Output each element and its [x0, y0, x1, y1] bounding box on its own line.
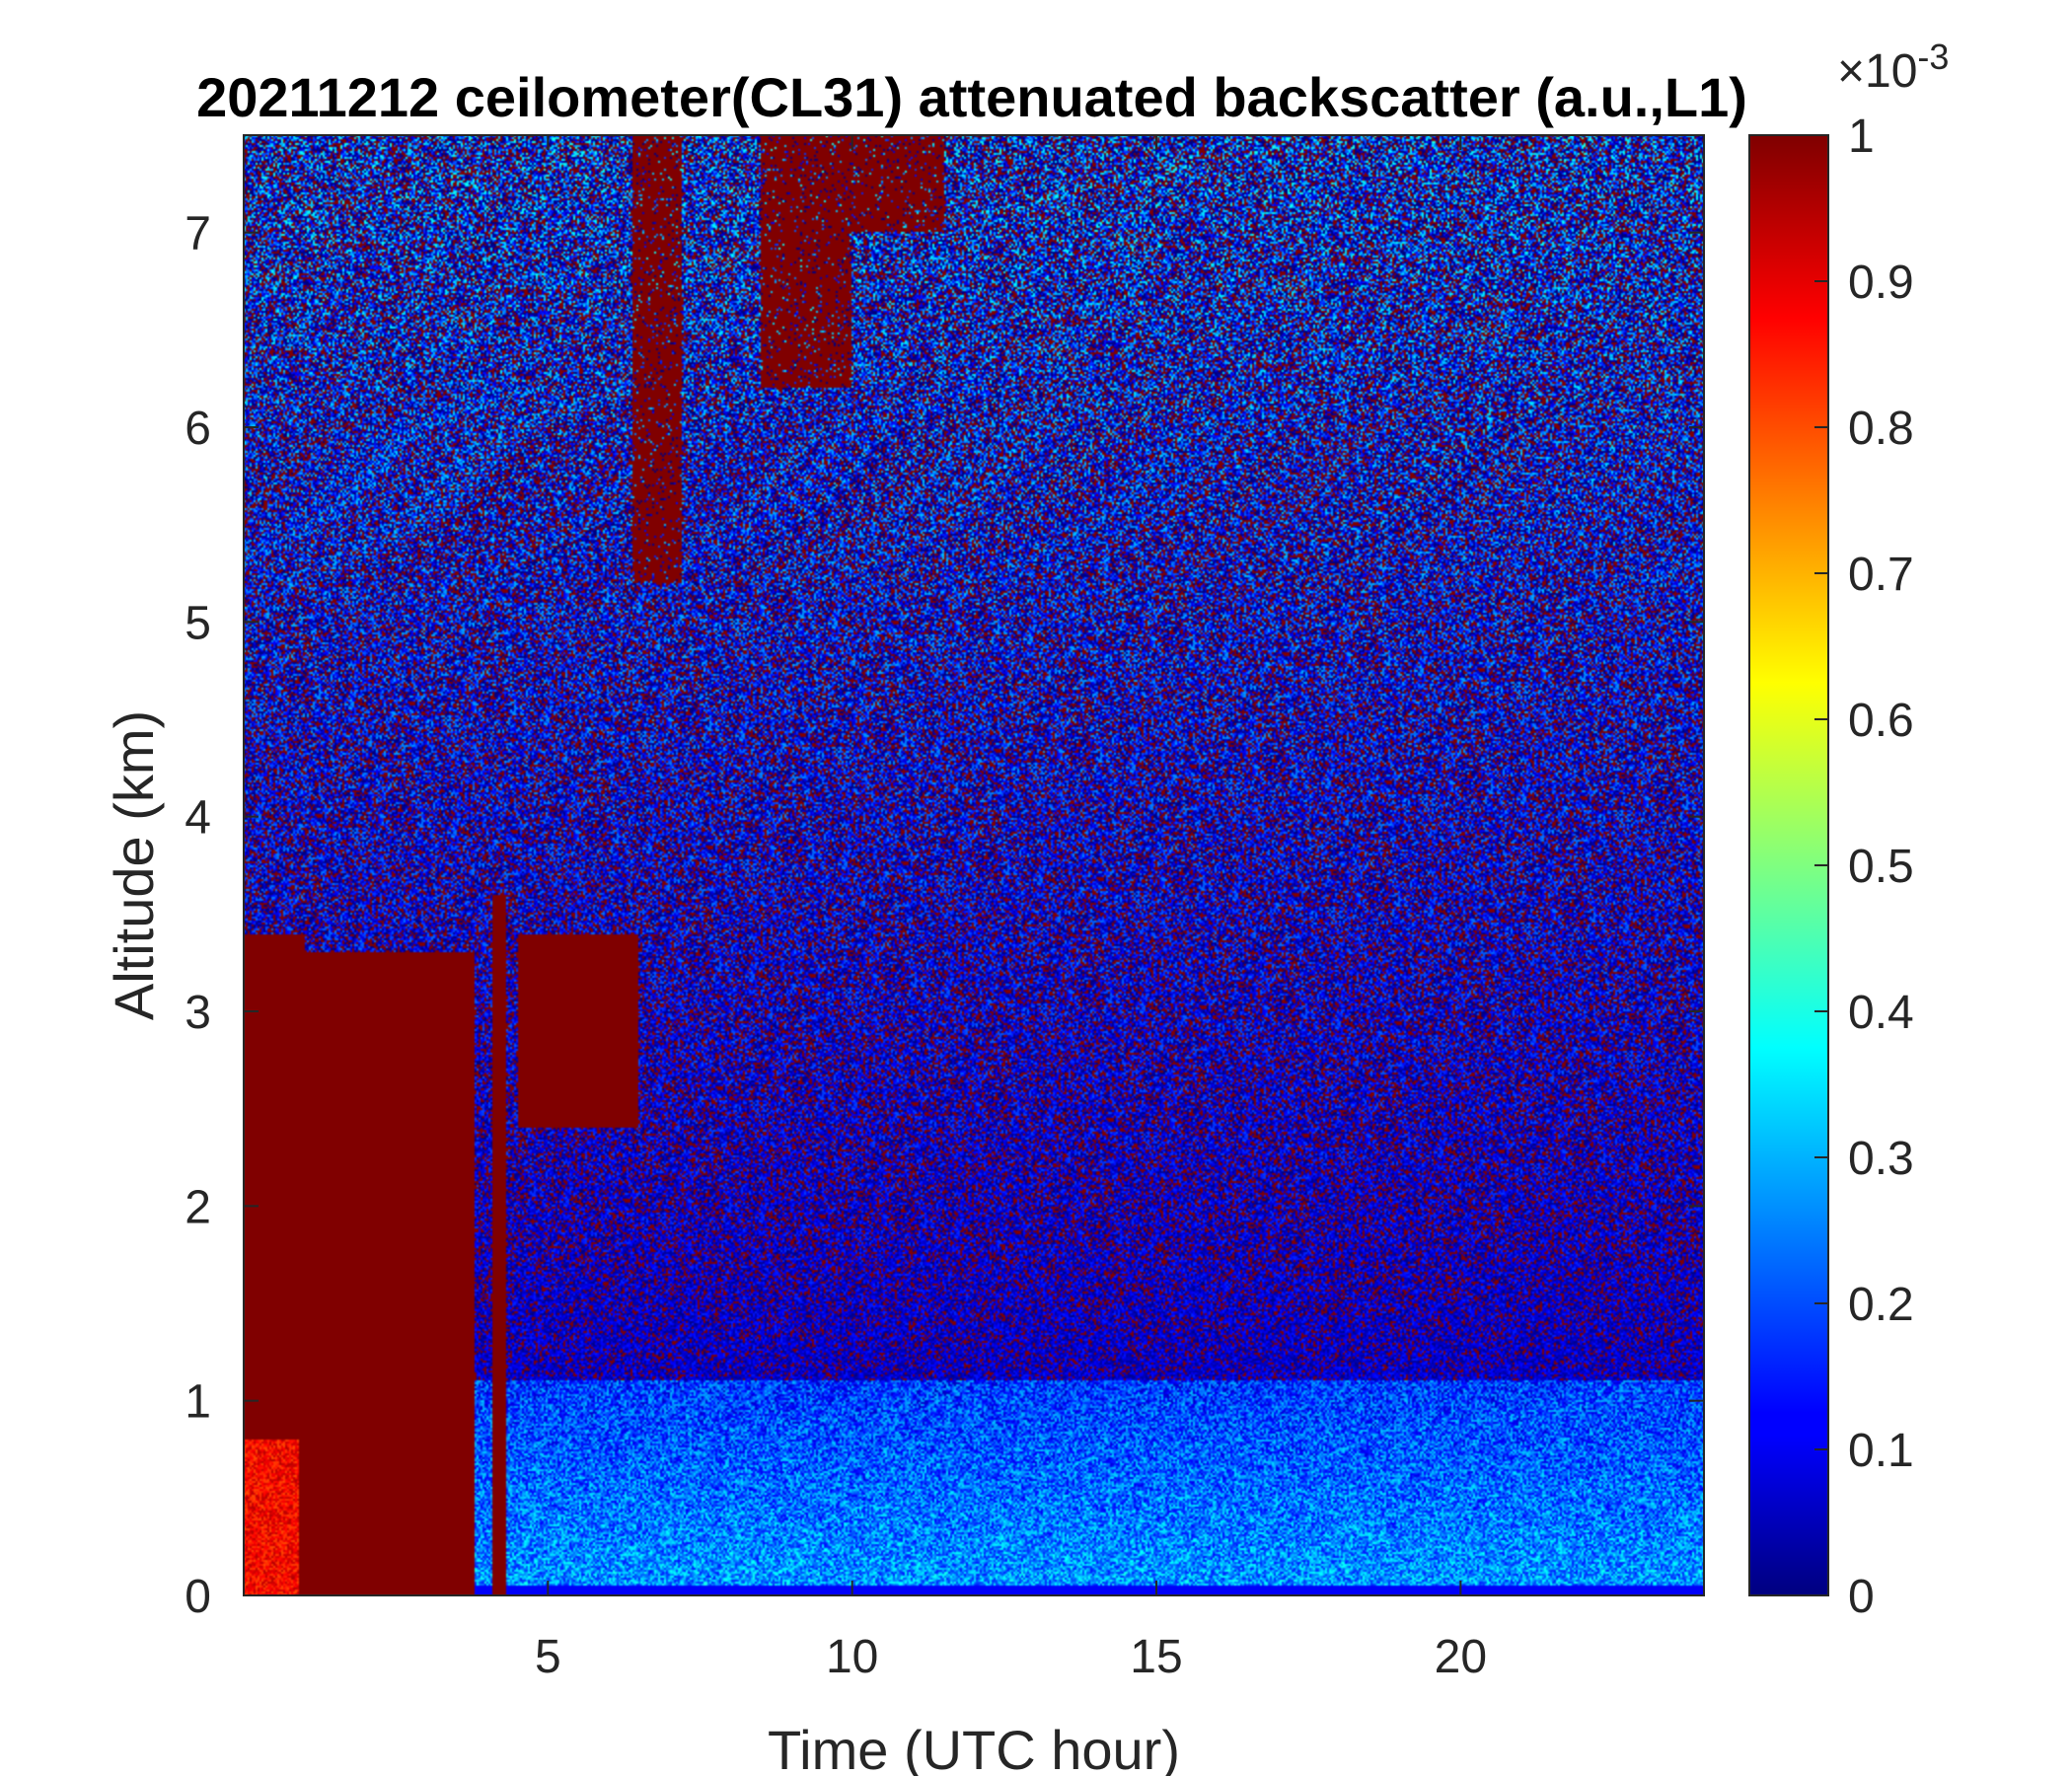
y-tick-label: 3 [185, 987, 211, 1039]
colorbar-tick-label: 0.8 [1848, 403, 1914, 455]
x-tick-label: 5 [535, 1631, 561, 1683]
y-axis-label: Altitude (km) [103, 710, 165, 1020]
y-tick-label: 7 [185, 208, 211, 260]
backscatter-heatmap-image [244, 135, 1704, 1595]
colorbar-multiplier-base: ×10 [1837, 45, 1917, 98]
x-tick-label: 10 [826, 1631, 878, 1683]
x-axis-label: Time (UTC hour) [768, 1719, 1180, 1776]
colorbar-tick-label: 0.2 [1848, 1279, 1914, 1331]
colorbar-multiplier-exponent: -3 [1917, 37, 1949, 77]
colorbar-tick-label: 0.7 [1848, 549, 1914, 601]
plot-frame [243, 134, 1705, 1596]
colorbar-tick-label: 0.9 [1848, 257, 1914, 309]
y-tick-label: 0 [185, 1571, 211, 1623]
colorbar-tick-label: 0.5 [1848, 841, 1914, 893]
chart-title: 20211212 ceilometer(CL31) attenuated bac… [196, 66, 1747, 128]
colorbar-tick-label: 0.4 [1848, 987, 1914, 1039]
colorbar: 0 0.1 0.2 0.3 0.4 0.5 0.6 0.7 0.8 0.9 1 ×10-3 [1748, 37, 1949, 1623]
x-axis: 5 10 15 20 [535, 135, 1487, 1683]
colorbar-tick-label: 1 [1848, 111, 1875, 163]
x-tick-label: 15 [1130, 1631, 1182, 1683]
x-tick-label: 20 [1435, 1631, 1487, 1683]
colorbar-ticks: 0 0.1 0.2 0.3 0.4 0.5 0.6 0.7 0.8 0.9 1 [1814, 111, 1914, 1623]
y-axis: 0 1 2 3 4 5 6 7 [185, 208, 1704, 1623]
y-tick-label: 1 [185, 1376, 211, 1429]
colorbar-tick-label: 0.3 [1848, 1133, 1914, 1185]
colorbar-multiplier: ×10-3 [1837, 37, 1949, 98]
heatmap-area [244, 135, 1704, 1595]
y-tick-label: 4 [185, 792, 211, 845]
y-tick-label: 2 [185, 1181, 211, 1233]
colorbar-tick-label: 0.1 [1848, 1425, 1914, 1477]
y-tick-label: 5 [185, 597, 211, 649]
y-tick-label: 6 [185, 403, 211, 455]
colorbar-tick-label: 0 [1848, 1571, 1875, 1623]
colorbar-tick-label: 0.6 [1848, 695, 1914, 747]
